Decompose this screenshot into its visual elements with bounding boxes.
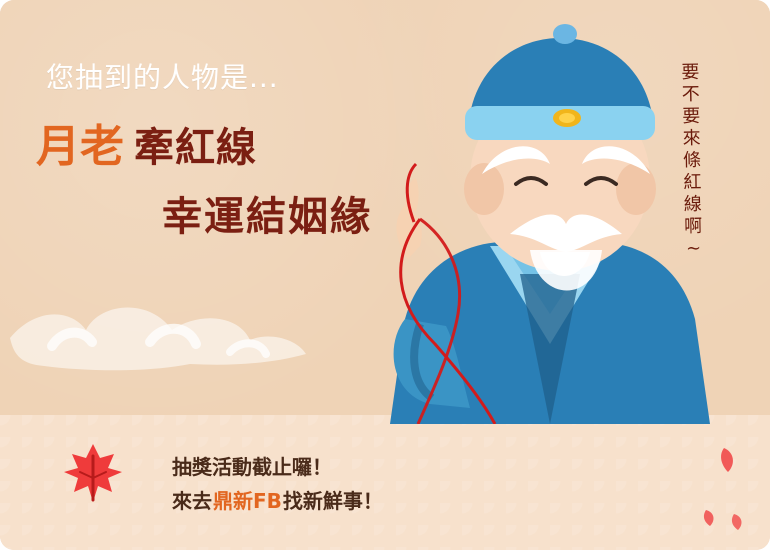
cta-line1: 抽獎活動截止囉！ — [172, 454, 332, 479]
cta-line2-prefix: 來去 — [172, 488, 212, 513]
result-title-line2: 幸運結姻緣 — [162, 194, 372, 240]
side-note: 要 不 要 來 條 紅 線 啊 ~ — [681, 61, 703, 260]
cloud-icon — [0, 268, 320, 392]
petals-icon — [692, 438, 752, 542]
cta-message: 抽獎活動截止囉！ 來去 鼎新FB 找新鮮事！ — [172, 448, 383, 516]
cta-line2-suffix: 找新鮮事！ — [282, 488, 383, 513]
role-text-1: 牽紅線 — [134, 125, 257, 171]
result-title-line1: 月老 牽紅線 — [36, 110, 257, 174]
brand-link[interactable]: 鼎新FB — [213, 488, 282, 513]
result-intro: 您抽到的人物是... — [46, 61, 279, 94]
yuelao-illustration — [350, 14, 750, 428]
cta-line2: 來去 鼎新FB 找新鮮事！ — [172, 482, 383, 516]
bottom-area — [0, 415, 770, 550]
character-name: 月老 — [36, 121, 124, 172]
maple-leaf-icon — [58, 438, 128, 512]
